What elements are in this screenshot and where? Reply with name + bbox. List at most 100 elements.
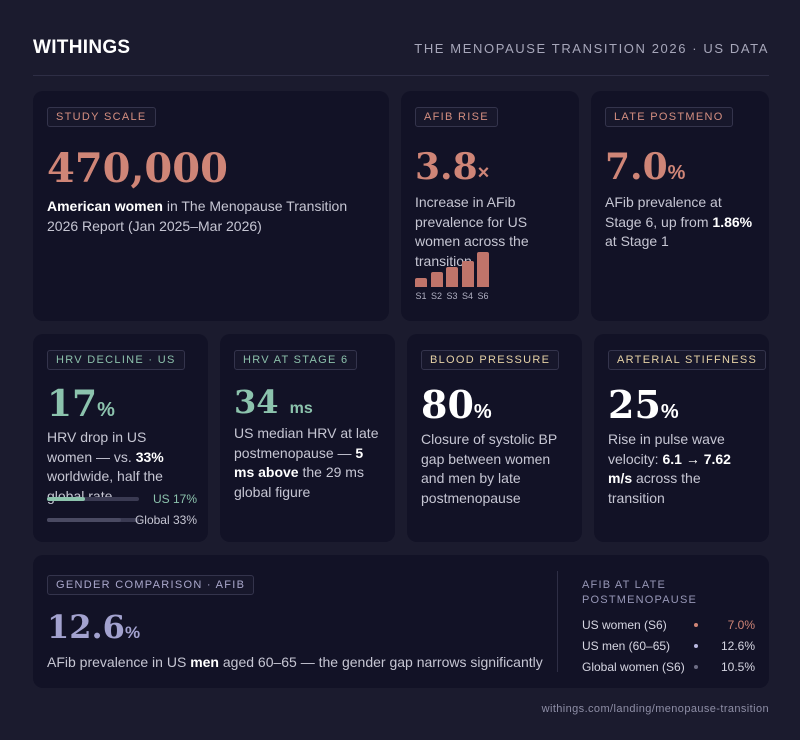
progress-label: US 17% xyxy=(152,492,197,506)
report-title: THE MENOPAUSE TRANSITION 2026 · US DATA xyxy=(414,40,769,56)
card-arterial-stiffness: ARTERIAL STIFFNESS 25% Rise in pulse wav… xyxy=(594,334,769,542)
desc-text: across the transition xyxy=(608,470,701,506)
brand-logo: WITHINGS xyxy=(33,37,131,58)
afib-bar-s1 xyxy=(415,278,427,287)
legend-value: 12.6% xyxy=(720,638,755,653)
stat-value: 3.8× xyxy=(415,149,565,185)
desc-text: the 29 ms global figure xyxy=(234,464,364,500)
progress-fill xyxy=(47,518,121,522)
stat-number: 80 xyxy=(421,382,474,427)
legend-dot-icon xyxy=(694,622,698,627)
afib-bar-s4 xyxy=(461,261,474,287)
progress-fill xyxy=(47,497,85,501)
stat-number: 34 xyxy=(234,383,279,421)
afib-bar-label: S4 xyxy=(461,291,473,301)
legend-row: Global women (S6) 10.5% xyxy=(582,656,755,677)
legend-value: 10.5% xyxy=(720,659,755,674)
legend-divider xyxy=(557,571,558,672)
stat-number: 25 xyxy=(608,382,661,427)
card-tag: HRV DECLINE · US xyxy=(47,350,185,370)
progress-track xyxy=(47,518,139,522)
afib-bar-label: S2 xyxy=(430,291,442,301)
card-hrv-decline: HRV DECLINE · US 17% HRV drop in US wome… xyxy=(33,334,208,542)
stat-unit: % xyxy=(124,623,141,642)
stat-unit: ms xyxy=(289,400,313,417)
card-blood-pressure: BLOOD PRESSURE 80% Closure of systolic B… xyxy=(407,334,582,542)
hrv-bar-row: Global 33% xyxy=(47,513,197,527)
legend-row: US women (S6) 7.0% xyxy=(582,614,755,635)
header-divider xyxy=(33,75,769,76)
stat-description: Closure of systolic BP gap between women… xyxy=(421,431,557,506)
legend-rows: US women (S6) 7.0% US men (60–65) 12.6% Glob… xyxy=(582,614,755,677)
desc-text: AFib prevalence in US xyxy=(47,654,191,670)
afib-bar-label: S1 xyxy=(415,291,427,301)
legend-dot-icon xyxy=(694,664,698,669)
card-tag: ARTERIAL STIFFNESS xyxy=(608,350,767,370)
stat-value: 470,000 xyxy=(47,145,228,192)
card-tag: AFIB RISE xyxy=(415,107,498,127)
stat-description: AFib prevalence in US men aged 60–65 — t… xyxy=(47,653,547,673)
card-hrv-stage6: HRV AT STAGE 6 34 ms US median HRV at la… xyxy=(220,334,395,542)
card-afib-rise: AFIB RISE 3.8× Increase in AFib prevalen… xyxy=(401,91,579,321)
afib-mini-bar-chart: S1 S2 S3 S4 S6 xyxy=(415,252,505,307)
afib-bar-s2 xyxy=(430,272,443,287)
footer-url: withings.com/landing/menopause-transitio… xyxy=(541,703,769,715)
desc-text: in The Menopause Transition 2026 Report … xyxy=(47,198,348,234)
desc-text: AFib prevalence at Stage 6, up from xyxy=(605,194,722,230)
progress-label: Global 33% xyxy=(134,513,197,527)
stat-value: 12.6% xyxy=(47,611,547,643)
desc-highlight: 1.86% xyxy=(712,213,753,230)
legend-name: US men (60–65) xyxy=(582,638,671,653)
desc-highlight: 5 ms above xyxy=(234,444,364,481)
stat-description: AFib prevalence at Stage 6, up from 1.86… xyxy=(605,193,755,252)
stat-description: US median HRV at late postmenopause — 5 … xyxy=(234,424,381,502)
stat-number: 7.0 xyxy=(605,146,668,188)
card-tag: GENDER COMPARISON · AFIB xyxy=(47,575,255,595)
desc-text: HRV drop in US women — vs. xyxy=(47,429,147,465)
card-study-scale: STUDY SCALE 470,000 American women in Th… xyxy=(33,91,389,321)
stat-number: 3.8 xyxy=(415,146,478,188)
stat-value: 25% xyxy=(608,386,755,424)
legend-title: AFIB AT LATE POSTMENOPAUSE xyxy=(582,579,698,606)
stat-value: 80% xyxy=(421,386,568,424)
hrv-bar-row: US 17% xyxy=(47,492,197,506)
desc-highlight: American women xyxy=(47,198,163,214)
card-gender-comparison: GENDER COMPARISON · AFIB 12.6% AFib prev… xyxy=(33,555,769,688)
legend-name: Global women (S6) xyxy=(582,659,685,674)
stat-description: Increase in AFib prevalence for US women… xyxy=(415,194,529,269)
stat-number: 12.6 xyxy=(47,608,125,646)
desc-text: Rise in pulse wave velocity: xyxy=(608,431,725,467)
afib-bar-label: S3 xyxy=(446,291,458,301)
afib-legend: AFIB AT LATE POSTMENOPAUSE US women (S6)… xyxy=(582,578,755,677)
card-tag: HRV AT STAGE 6 xyxy=(234,350,358,370)
desc-text: aged 60–65 — the gender gap narrows sign… xyxy=(218,654,543,670)
desc-text: at Stage 1 xyxy=(605,233,669,249)
desc-text: US median HRV at late postmenopause — xyxy=(234,425,379,461)
stat-unit: % xyxy=(97,399,115,421)
stat-value: 17% xyxy=(47,386,194,422)
stat-number: 17 xyxy=(47,383,98,425)
desc-highlight: men xyxy=(190,654,219,670)
stat-unit: % xyxy=(473,401,492,423)
afib-bar-s6 xyxy=(477,252,489,287)
legend-value: 7.0% xyxy=(727,617,755,632)
card-tag: LATE POSTMENO xyxy=(605,107,733,127)
stat-unit: × xyxy=(477,162,490,184)
progress-track xyxy=(47,497,139,501)
card-tag: BLOOD PRESSURE xyxy=(421,350,560,370)
stat-unit: % xyxy=(667,162,686,184)
afib-bar-label: S6 xyxy=(477,291,489,301)
legend-dot-icon xyxy=(694,643,698,648)
stat-description: Rise in pulse wave velocity: 6.1 → 7.62 … xyxy=(608,430,755,508)
card-tag: STUDY SCALE xyxy=(47,107,156,127)
stat-value: 7.0% xyxy=(605,149,755,185)
desc-highlight: 6.1 → 7.62 m/s xyxy=(608,450,731,487)
stat-description: American women in The Menopause Transiti… xyxy=(47,197,375,236)
stat-unit: % xyxy=(660,401,679,423)
afib-bar-s3 xyxy=(446,267,458,287)
card-late-postmeno: LATE POSTMENO 7.0% AFib prevalence at St… xyxy=(591,91,769,321)
header: WITHINGS THE MENOPAUSE TRANSITION 2026 ·… xyxy=(33,36,769,60)
desc-highlight: 33% xyxy=(135,448,164,465)
legend-row: US men (60–65) 12.6% xyxy=(582,635,755,656)
stat-value: 34 ms xyxy=(234,386,381,418)
